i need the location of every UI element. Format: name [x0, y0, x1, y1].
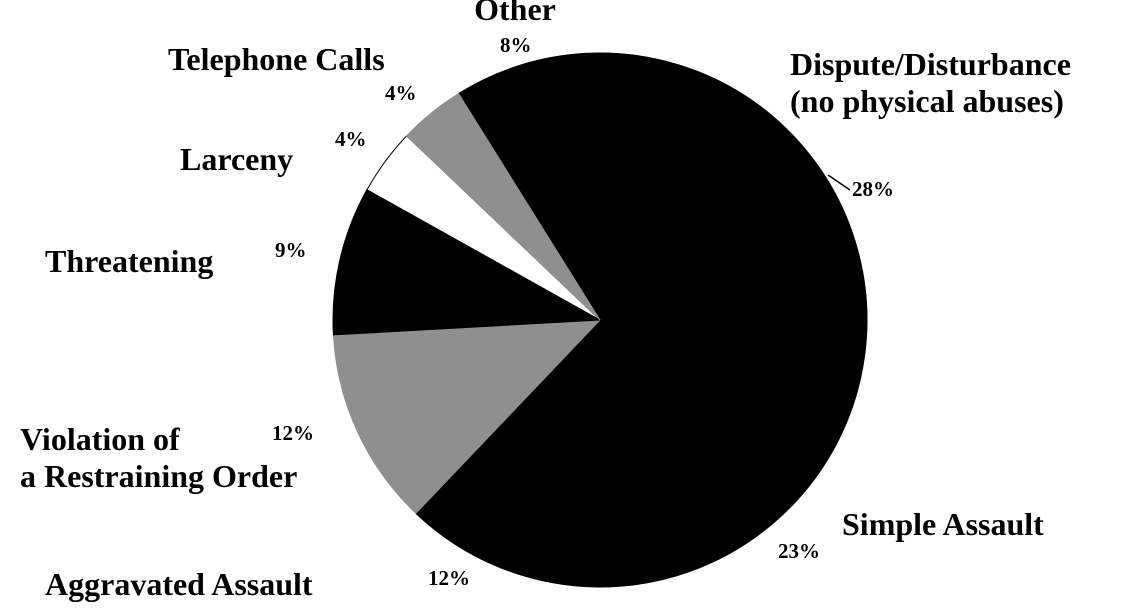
category-label: Threatening: [45, 243, 213, 279]
value-label: 4%: [385, 81, 417, 105]
category-label: Telephone Calls: [168, 41, 385, 77]
category-label: Dispute/Disturbance (no physical abuses): [790, 46, 1071, 119]
value-label: 12%: [272, 421, 314, 445]
value-label: 4%: [335, 127, 367, 151]
pie-slice: [584, 52, 868, 356]
pie-slice: [405, 92, 601, 321]
category-label: Other: [474, 0, 556, 27]
value-label: 23%: [778, 539, 820, 563]
value-label: 9%: [275, 238, 307, 262]
category-label: Larceny: [180, 141, 293, 177]
value-label: 12%: [428, 566, 470, 590]
value-label: 8%: [500, 33, 532, 57]
category-label: Aggravated Assault: [45, 566, 313, 602]
leader-line: [827, 174, 851, 191]
pie-slice: [597, 319, 866, 588]
value-label: 28%: [852, 177, 894, 201]
pie-slice: [332, 319, 602, 515]
pie-slice: [457, 52, 601, 321]
pie-slice: [415, 318, 601, 588]
category-label: Violation of a Restraining Order: [20, 421, 297, 494]
category-label: Simple Assault: [842, 506, 1044, 542]
pie-slice: [332, 189, 602, 336]
